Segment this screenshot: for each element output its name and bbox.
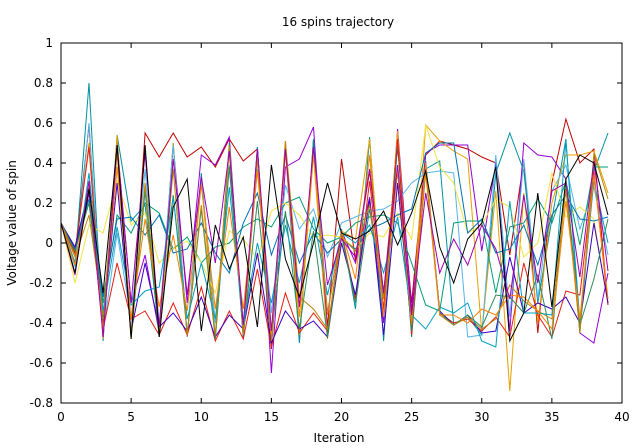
y-tick-label: -0.8 [30, 396, 53, 410]
x-tick-label: 5 [127, 410, 135, 424]
chart-title: 16 spins trajectory [282, 15, 394, 29]
x-tick-label: 15 [264, 410, 279, 424]
series-line-6 [60, 166, 608, 312]
x-tick-label: 30 [474, 410, 489, 424]
series-line-10 [60, 168, 609, 345]
y-tick-label: 0.8 [34, 76, 53, 90]
series-line-16 [60, 144, 609, 343]
x-axis-label: Iteration [314, 431, 365, 445]
y-axis-label: Voltage value of spin [5, 160, 19, 286]
x-tick-label: 10 [194, 410, 209, 424]
series-line-1 [60, 117, 609, 350]
y-tick-label: -0.4 [30, 316, 53, 330]
y-tick-label: 0.6 [34, 116, 53, 130]
y-tick-label: -0.2 [30, 276, 53, 290]
y-tick-label: 0.2 [34, 196, 53, 210]
series-line-14 [60, 148, 609, 336]
x-tick-label: 40 [614, 410, 629, 424]
series-group [60, 82, 609, 392]
x-tick-label: 0 [57, 410, 65, 424]
series-line-13 [60, 140, 609, 348]
x-tick-label: 25 [404, 410, 419, 424]
x-tick-label: 35 [544, 410, 559, 424]
y-tick-label: 0 [45, 236, 53, 250]
y-tick-label: 1 [45, 36, 53, 50]
x-tick-label: 20 [334, 410, 349, 424]
series-line-12 [60, 140, 609, 342]
y-tick-label: -0.6 [30, 356, 53, 370]
axis-ticks: 0 5 10 15 20 25 30 35 40 -0.8 -0.6 -0.4 -0.2 0 0.2 0.4 0… [30, 36, 630, 424]
y-tick-label: 0.4 [34, 156, 53, 170]
series-line-8 [60, 142, 609, 298]
